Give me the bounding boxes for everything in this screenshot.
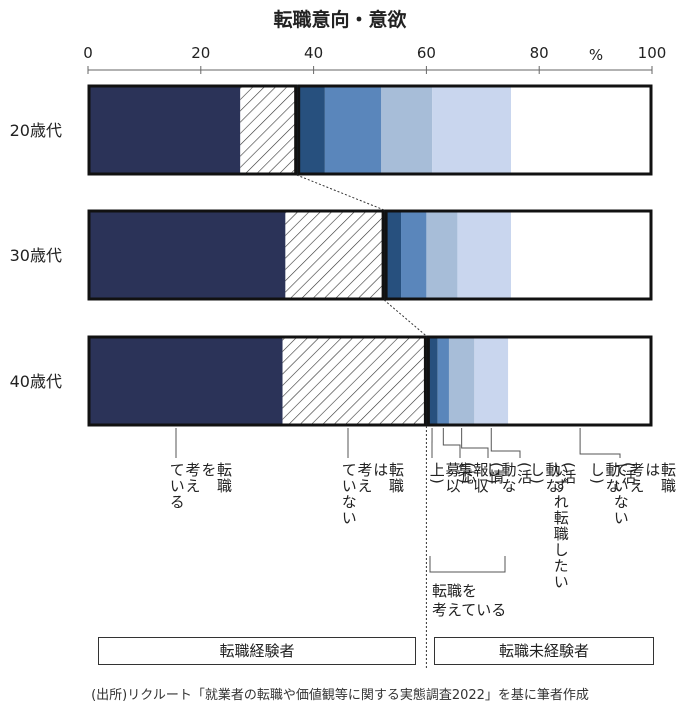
label-not-consider-unexp-sub: (活 動な し): [587, 462, 638, 494]
x-tick-label: 80: [530, 44, 549, 62]
bar-segment: [240, 85, 297, 175]
bar-segment: [88, 336, 283, 426]
bars: [87, 84, 653, 668]
group-outline: [297, 84, 653, 176]
leader-line: [461, 428, 489, 458]
bar-segment: [511, 85, 652, 175]
bar-segment: [457, 210, 511, 300]
x-tick-label: 0: [83, 44, 93, 62]
label-no-activity: (活 動な し): [483, 462, 534, 494]
bar-segment: [282, 336, 427, 426]
bar-segment: [511, 210, 650, 300]
bar-segment: [426, 336, 438, 426]
category-labels: 20歳代 30歳代 40歳代: [10, 121, 62, 391]
x-axis-ticks: 0 20 40 60 80 100: [83, 44, 666, 74]
group-outline: [87, 335, 427, 427]
leader-line: [579, 428, 621, 458]
connector-line: [383, 299, 427, 337]
group-outline: [426, 335, 653, 427]
connector-line: [296, 174, 385, 211]
bar-segment: [296, 85, 325, 175]
group-outline: [384, 209, 653, 301]
bar-segment: [401, 210, 427, 300]
label-consider-group: 転職を 考えている: [432, 582, 507, 619]
bracket-line: [429, 556, 506, 573]
bar-segment: [508, 336, 652, 426]
bar-segment: [448, 336, 475, 426]
category-label: 30歳代: [10, 246, 62, 265]
group-inexperienced: 転職未経験者: [434, 637, 654, 665]
category-label: 20歳代: [10, 121, 62, 140]
source-note: (出所)リクルート「就業者の転職や価値観等に関する実態調査2022」を基に筆者作…: [91, 688, 589, 703]
x-tick-label: 100: [638, 44, 667, 62]
leader-line: [490, 428, 521, 458]
bar-segment: [324, 85, 382, 175]
label-consider: 転職 を 考え ている: [167, 462, 233, 510]
unit-label: %: [589, 46, 603, 64]
category-label: 40歳代: [10, 372, 62, 391]
bar-segment: [437, 336, 449, 426]
bar-segment: [384, 210, 402, 300]
bar-segment: [474, 336, 509, 426]
bar-segment: [381, 85, 433, 175]
x-tick-label: 40: [304, 44, 323, 62]
label-someday: いずれ転職したい: [551, 462, 570, 590]
leader-line: [442, 428, 461, 458]
group-outline: [87, 209, 385, 301]
label-not-consider: 転職 は 考え ていない: [339, 462, 405, 526]
label-apply: (応 募以 上): [427, 462, 478, 494]
label-someday-sub: (活 動な し): [527, 462, 578, 494]
bar-segment: [88, 85, 241, 175]
chart-title: 転職意向・意欲: [273, 8, 406, 31]
x-tick-label: 60: [417, 44, 436, 62]
group-outline: [87, 84, 298, 176]
bar-segment: [88, 210, 286, 300]
x-tick-label: 20: [191, 44, 210, 62]
bar-segment: [285, 210, 385, 300]
bar-segment: [432, 85, 511, 175]
label-not-consider-unexp: 転職 は 考え ていない: [611, 462, 677, 526]
bar-segment: [426, 210, 458, 300]
label-info: (情 報収 集): [455, 462, 506, 494]
group-experienced: 転職経験者: [98, 637, 416, 665]
